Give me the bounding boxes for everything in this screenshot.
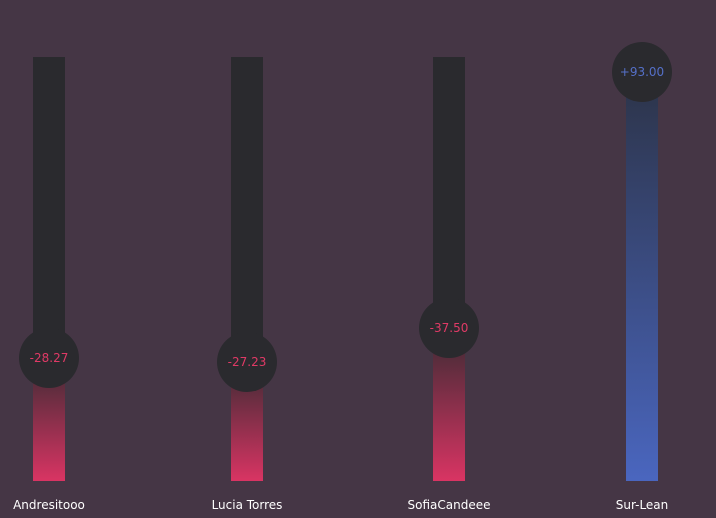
slider-knob[interactable]: -28.27	[19, 328, 79, 388]
player-name: SofiaCandeee	[407, 498, 491, 512]
slider-knob[interactable]: -27.23	[217, 332, 277, 392]
slider-knob[interactable]: +93.00	[612, 42, 672, 102]
slider-track[interactable]	[626, 57, 658, 481]
slider-track[interactable]	[33, 57, 65, 481]
slider-track[interactable]	[231, 57, 263, 481]
player-name: Sur-Lean	[615, 498, 669, 512]
player-name: Andresitooo	[13, 498, 85, 512]
slider-column-lucia-torres: -27.23 Lucia Torres	[177, 0, 317, 518]
player-name: Lucia Torres	[211, 498, 283, 512]
slider-track[interactable]	[433, 57, 465, 481]
slider-column-andresitooo: -28.27 Andresitooo	[0, 0, 119, 518]
slider-column-sur-lean: +93.00 Sur-Lean	[572, 0, 712, 518]
slider-column-sofiacandeee: -37.50 SofiaCandeee	[379, 0, 519, 518]
slider-knob[interactable]: -37.50	[419, 298, 479, 358]
slider-fill	[626, 71, 658, 481]
